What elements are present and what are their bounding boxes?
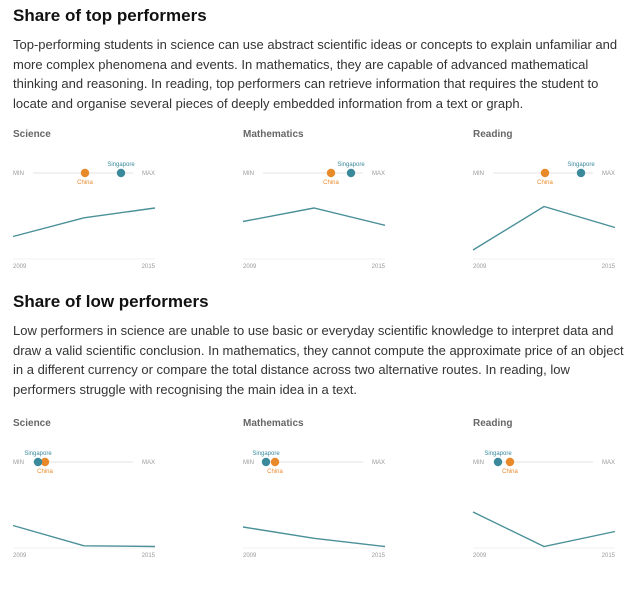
singapore-dot — [346, 168, 356, 178]
x-tick-label-end: 2015 — [372, 264, 386, 270]
chart-top-mathematics: Mathematics MIN MAX Singapore China 2009 2015 — [242, 124, 393, 274]
x-tick-label-end: 2015 — [372, 553, 386, 559]
singapore-dot — [33, 457, 43, 467]
max-label: MAX — [142, 460, 155, 466]
singapore-label: Singapore — [24, 451, 52, 457]
x-tick-label-start: 2009 — [13, 264, 27, 270]
min-label: MIN — [473, 460, 484, 466]
singapore-dot — [576, 168, 586, 178]
chart-low-science: Science MIN MAX Singapore China 2009 2015 — [12, 413, 163, 563]
min-label: MIN — [13, 171, 24, 177]
x-tick-label-start: 2009 — [13, 553, 27, 559]
chart-subject-title: Reading — [473, 418, 512, 429]
min-label: MIN — [13, 460, 24, 466]
max-label: MAX — [602, 171, 615, 177]
chart-low-reading: Reading MIN MAX Singapore China 2009 2015 — [472, 413, 623, 563]
trend-line — [242, 207, 386, 226]
top-performers-description: Top-performing students in science can u… — [13, 37, 618, 111]
trend-line — [472, 205, 616, 251]
chart-subject-title: Mathematics — [243, 418, 304, 429]
x-tick-label-end: 2015 — [142, 553, 156, 559]
singapore-label: Singapore — [337, 162, 365, 168]
low-performers-title: Share of low performers — [13, 292, 209, 311]
singapore-dot — [493, 457, 503, 467]
max-label: MAX — [602, 460, 615, 466]
china-label: China — [37, 469, 53, 475]
china-dot — [270, 457, 280, 467]
max-label: MAX — [142, 171, 155, 177]
x-tick-label-start: 2009 — [473, 553, 487, 559]
trend-line — [12, 207, 156, 238]
singapore-label: Singapore — [107, 162, 135, 168]
singapore-dot — [261, 457, 271, 467]
chart-subject-title: Mathematics — [243, 129, 304, 140]
china-label: China — [537, 180, 553, 186]
min-label: MIN — [243, 171, 254, 177]
top-performers-title: Share of top performers — [13, 6, 207, 25]
china-label: China — [502, 469, 518, 475]
trend-line — [242, 526, 386, 548]
x-tick-label-start: 2009 — [243, 264, 257, 270]
x-tick-label-start: 2009 — [473, 264, 487, 270]
chart-svg: Reading MIN MAX Singapore China 2009 2015 — [472, 129, 616, 270]
min-label: MIN — [473, 171, 484, 177]
singapore-label: Singapore — [484, 451, 512, 457]
min-label: MIN — [243, 460, 254, 466]
trend-line — [12, 524, 156, 548]
singapore-label: Singapore — [252, 451, 280, 457]
chart-svg: Mathematics MIN MAX Singapore China 2009 2015 — [242, 418, 386, 559]
china-label: China — [267, 469, 283, 475]
x-tick-label-end: 2015 — [142, 264, 156, 270]
x-tick-label-end: 2015 — [602, 264, 616, 270]
singapore-label: Singapore — [567, 162, 595, 168]
chart-top-reading: Reading MIN MAX Singapore China 2009 2015 — [472, 124, 623, 274]
chart-subject-title: Reading — [473, 129, 512, 140]
china-dot — [40, 457, 50, 467]
x-tick-label-start: 2009 — [243, 553, 257, 559]
chart-subject-title: Science — [13, 129, 51, 140]
singapore-dot — [116, 168, 126, 178]
max-label: MAX — [372, 460, 385, 466]
china-dot — [540, 168, 550, 178]
max-label: MAX — [372, 171, 385, 177]
china-label: China — [77, 180, 93, 186]
chart-top-science: Science MIN MAX Singapore China 2009 2015 — [12, 124, 163, 274]
china-dot — [505, 457, 515, 467]
china-label: China — [323, 180, 339, 186]
chart-subject-title: Science — [13, 418, 51, 429]
chart-svg: Mathematics MIN MAX Singapore China 2009 2015 — [242, 129, 386, 270]
low-performers-description: Low performers in science are unable to … — [13, 323, 624, 397]
china-dot — [326, 168, 336, 178]
chart-svg: Reading MIN MAX Singapore China 2009 2015 — [472, 418, 616, 559]
chart-svg: Science MIN MAX Singapore China 2009 2015 — [12, 418, 156, 559]
trend-line — [472, 511, 616, 548]
chart-low-mathematics: Mathematics MIN MAX Singapore China 2009 2015 — [242, 413, 393, 563]
x-tick-label-end: 2015 — [602, 553, 616, 559]
chart-svg: Science MIN MAX Singapore China 2009 2015 — [12, 129, 156, 270]
china-dot — [80, 168, 90, 178]
